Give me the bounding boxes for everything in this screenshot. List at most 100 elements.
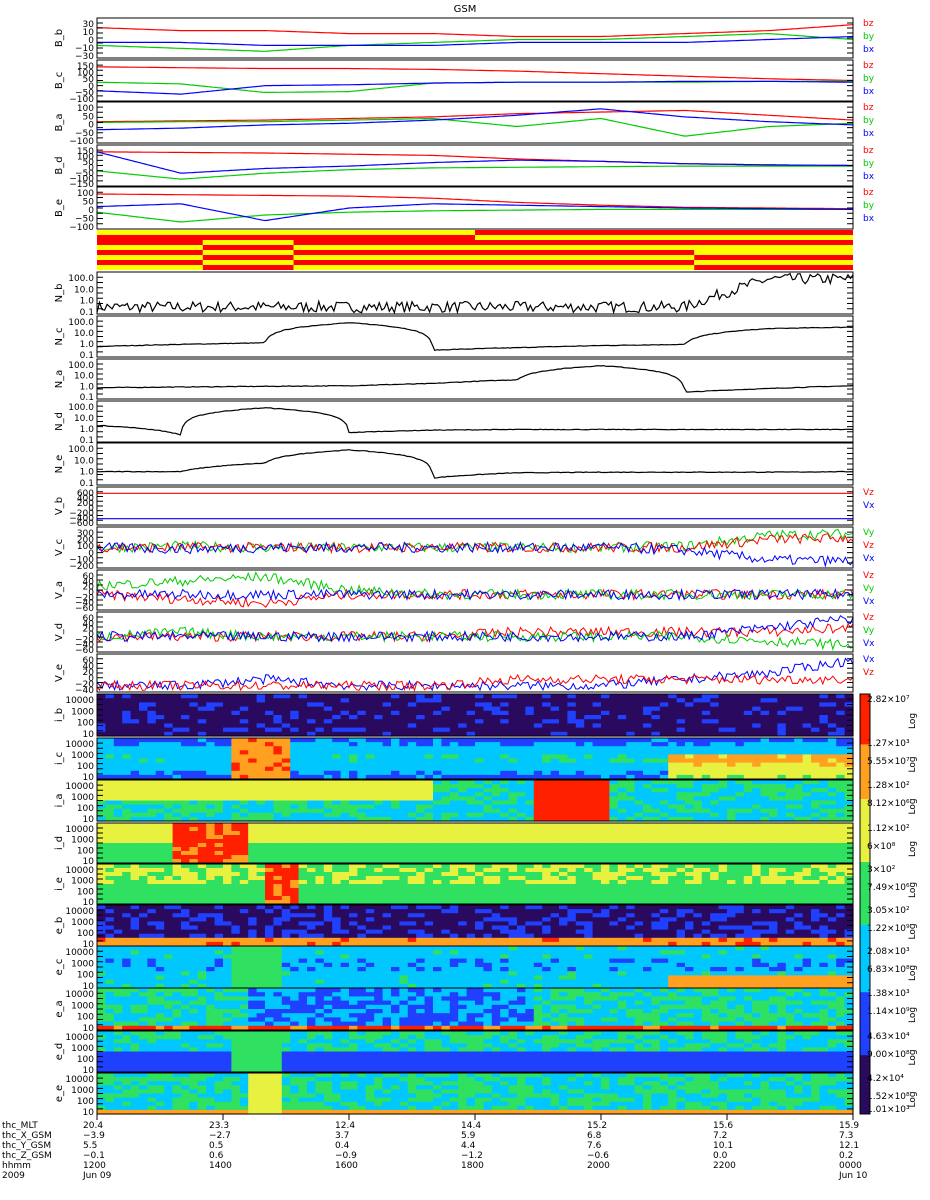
heat-cell <box>155 859 165 864</box>
heat-cell <box>550 812 560 818</box>
heat-cell <box>407 839 417 844</box>
legend-bx: bx <box>863 172 875 182</box>
heat-cell <box>206 896 216 901</box>
heat-cell <box>651 694 661 699</box>
heat-cell <box>836 766 846 772</box>
heat-cell <box>827 774 837 780</box>
heat-cell <box>575 859 585 864</box>
heat-cell <box>197 888 207 893</box>
heat-cell <box>147 746 157 751</box>
heat-cell <box>500 792 510 797</box>
heat-cell <box>382 843 392 848</box>
heat-cell <box>827 835 837 840</box>
heat-cell <box>231 788 241 793</box>
heat-cell <box>844 800 854 806</box>
heat-cell <box>231 864 241 869</box>
ytick-label: 10 <box>83 773 95 783</box>
heat-cell <box>559 835 568 840</box>
heat-cell <box>760 792 770 797</box>
heat-cell <box>197 816 207 822</box>
heat-cell <box>206 816 216 822</box>
heat-cell <box>819 843 829 848</box>
heat-cell <box>315 808 325 814</box>
heat-cell <box>617 702 627 708</box>
heat-cell <box>575 766 585 772</box>
heat-cell <box>357 788 367 793</box>
heat-cell <box>147 727 157 733</box>
ytick-label: 100 <box>77 189 94 199</box>
heat-cell <box>735 808 745 814</box>
heat-cell <box>643 731 652 737</box>
heat-cell <box>575 855 585 860</box>
heat-cell <box>113 754 123 760</box>
heat-cell <box>685 835 694 840</box>
heat-cell <box>542 864 552 869</box>
colorbar-cell <box>860 1017 870 1022</box>
heat-cell <box>105 766 115 772</box>
colorbar-cell <box>860 1105 870 1111</box>
heat-cell <box>113 835 123 840</box>
heat-cell <box>542 876 552 881</box>
heat-cell <box>164 727 174 733</box>
heat-cell <box>559 792 568 797</box>
heat-cell <box>248 823 258 828</box>
heat-cell <box>668 762 678 768</box>
heat-cell <box>391 762 400 768</box>
heat-cell <box>475 796 484 802</box>
heat-cell <box>668 839 678 844</box>
heat-cell <box>214 872 224 877</box>
colorbar-cell <box>860 715 870 720</box>
heat-cell <box>130 800 140 806</box>
heat-cell <box>382 859 392 864</box>
heat-cell <box>97 859 106 864</box>
heat-cell <box>113 746 123 751</box>
heat-cell <box>550 710 560 716</box>
ytick-label: 100 <box>77 542 94 552</box>
heat-cell <box>332 847 342 852</box>
ylabel-N_b: N_b <box>54 284 65 303</box>
heat-cell <box>206 872 216 877</box>
heat-cell <box>584 723 594 729</box>
heat-cell <box>172 835 182 840</box>
heat-cell <box>130 706 140 712</box>
heat-cell <box>676 855 686 860</box>
heat-cell <box>525 843 535 848</box>
heat-cell <box>668 808 678 814</box>
heat-cell <box>777 859 787 864</box>
heat-cell <box>811 731 820 737</box>
heat-cell <box>391 706 400 712</box>
heat-cell <box>298 808 308 814</box>
heat-cell <box>651 872 661 877</box>
heat-cell <box>466 796 476 802</box>
heat-cell <box>575 816 585 822</box>
heat-cell <box>223 896 232 901</box>
heat-cell <box>727 727 736 733</box>
heat-cell <box>239 880 249 885</box>
mode-segment <box>202 260 294 265</box>
heat-cell <box>676 694 686 699</box>
heat-cell <box>332 835 342 840</box>
heat-cell <box>777 746 787 751</box>
heat-cell <box>785 758 795 764</box>
ytick-label: 0.1 <box>80 393 94 403</box>
heat-cell <box>525 800 535 806</box>
heat-cell <box>441 835 451 840</box>
heat-cell <box>617 847 627 852</box>
heat-cell <box>189 750 199 755</box>
heat-cell <box>651 823 661 828</box>
heat-cell <box>399 754 409 760</box>
heat-cell <box>206 698 216 703</box>
heat-cell <box>659 851 669 856</box>
heat-cell <box>256 698 266 703</box>
heat-cell <box>206 746 216 751</box>
heat-cell <box>550 868 560 873</box>
heat-cell <box>769 750 778 755</box>
heat-cell <box>105 800 115 806</box>
heat-cell <box>584 876 594 881</box>
heat-cell <box>533 864 543 869</box>
heat-cell <box>424 880 434 885</box>
heat-cell <box>626 900 636 905</box>
heat-cell <box>248 719 258 724</box>
heat-cell <box>449 723 459 729</box>
heat-cell <box>609 796 619 802</box>
